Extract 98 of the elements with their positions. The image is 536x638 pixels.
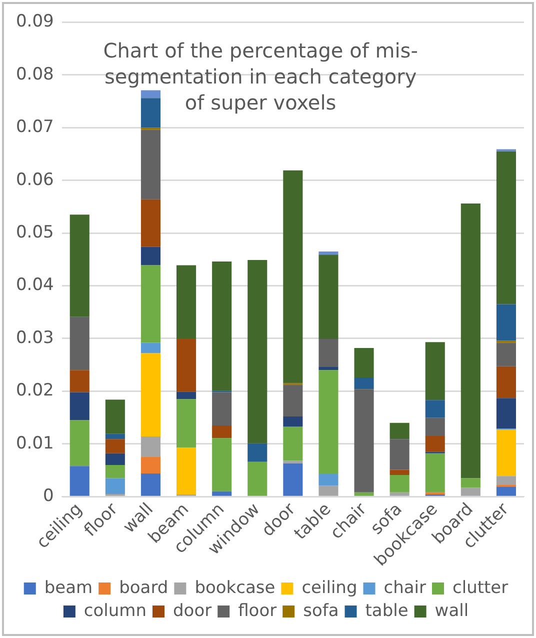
- bar: [354, 378, 374, 390]
- bar: [425, 400, 445, 418]
- bar: [318, 254, 338, 340]
- bar: [283, 463, 303, 496]
- bar: [318, 252, 338, 255]
- bar: [105, 478, 125, 494]
- bar: [140, 90, 161, 98]
- bar: [176, 265, 196, 338]
- bar: [212, 262, 232, 391]
- bar: [212, 425, 232, 438]
- bar: [390, 470, 410, 476]
- legend-label: wall: [434, 600, 469, 621]
- bar: [283, 416, 303, 427]
- bar: [212, 438, 232, 492]
- bar: [354, 389, 374, 492]
- bar: [283, 426, 303, 461]
- bar: [105, 453, 125, 466]
- legend-label: door: [173, 600, 212, 621]
- bar: [70, 466, 90, 496]
- bar: [140, 353, 161, 437]
- bar: [140, 436, 161, 457]
- bar: [105, 434, 125, 440]
- legend-label: clutter: [452, 578, 508, 598]
- bar: [354, 492, 374, 496]
- bar: [176, 448, 196, 495]
- bar: [140, 199, 161, 247]
- y-tick-label: 0.04: [16, 275, 54, 296]
- bar: [283, 170, 303, 384]
- legend-label: table: [365, 600, 408, 621]
- bar: [283, 460, 303, 464]
- bar: [140, 130, 161, 200]
- legend-label: ceiling: [302, 578, 358, 598]
- bar: [176, 392, 196, 400]
- bar: [460, 478, 480, 488]
- bar: [70, 392, 90, 420]
- bar: [283, 384, 303, 417]
- bar: [176, 399, 196, 448]
- bar: [176, 338, 196, 392]
- bar: [425, 418, 445, 436]
- y-tick-label: 0.02: [16, 380, 54, 401]
- text: Chart of the percentage of mis-segmentation in each category of super voxels: [103, 38, 418, 114]
- bar: [70, 316, 90, 370]
- bar: [425, 492, 445, 495]
- bar: [248, 443, 268, 462]
- bar: [140, 342, 161, 354]
- bar: [105, 439, 125, 454]
- bar: [140, 456, 161, 474]
- bar: [390, 492, 410, 496]
- legend-label: chair: [384, 578, 426, 598]
- bar: [425, 436, 445, 452]
- y-tick-label: 0.05: [16, 222, 54, 242]
- y-tick-label: 0.01: [16, 433, 54, 454]
- bar: [70, 370, 90, 392]
- bar: [248, 462, 268, 496]
- bar: [390, 439, 410, 470]
- bar: [496, 398, 516, 429]
- legend-label: column: [84, 600, 147, 621]
- y-tick-label: 0.08: [16, 64, 54, 84]
- bar: [248, 260, 268, 444]
- bar: [318, 366, 338, 370]
- bar: [318, 474, 338, 486]
- bar: [212, 392, 232, 426]
- bar: [496, 430, 516, 476]
- bar: [318, 486, 338, 496]
- bar: [496, 366, 516, 398]
- bar: [460, 488, 480, 496]
- y-tick-label: 0: [43, 486, 54, 506]
- bar: [70, 214, 90, 317]
- legend-label: floor: [238, 600, 277, 621]
- y-tick-label: 0.07: [16, 117, 54, 138]
- legend-label: sofa: [303, 600, 339, 621]
- bar: [390, 475, 410, 492]
- bar: [425, 453, 445, 492]
- bar: [496, 151, 516, 304]
- bar: [70, 420, 90, 466]
- bar: [140, 473, 161, 496]
- bar: [105, 465, 125, 478]
- y-tick-label: 0.09: [16, 12, 54, 32]
- bar: [496, 342, 516, 366]
- bar: [460, 204, 480, 478]
- bar: [140, 246, 161, 266]
- legend-label: beam: [44, 578, 93, 598]
- bar: [390, 422, 410, 440]
- bar: [318, 370, 338, 474]
- bar: [318, 339, 338, 367]
- legend-label: bookcase: [194, 578, 276, 598]
- bar: [496, 304, 516, 341]
- y-tick-label: 0.03: [16, 328, 54, 348]
- bar: [425, 342, 445, 400]
- bar: [140, 265, 161, 343]
- bar: [496, 476, 516, 486]
- bar: [140, 98, 161, 128]
- bar: [496, 486, 516, 496]
- y-tick-label: 0.06: [16, 170, 54, 190]
- bar: [354, 348, 374, 378]
- bar: [105, 400, 125, 434]
- legend-label: board: [119, 578, 168, 598]
- bar: [212, 491, 232, 496]
